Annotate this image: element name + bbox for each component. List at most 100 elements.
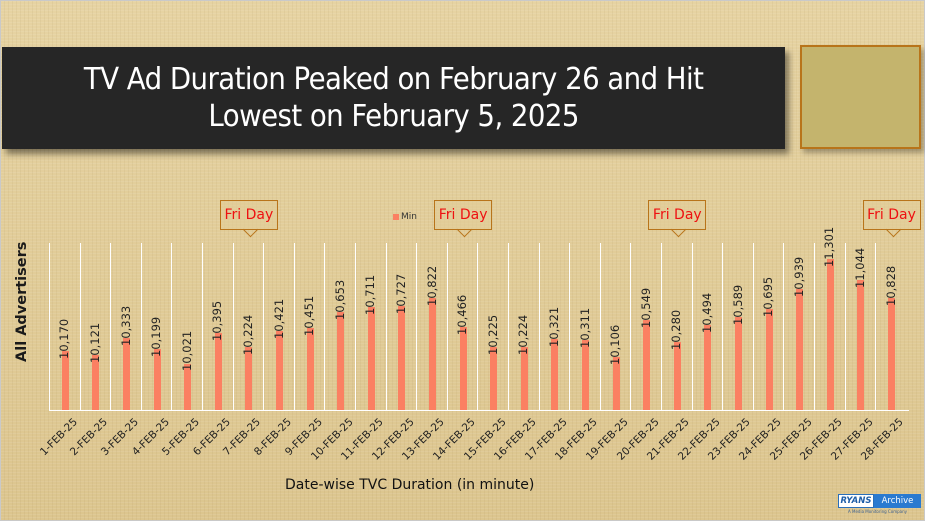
- bar: [398, 305, 406, 410]
- grid-line: [263, 243, 265, 411]
- title-line-1: TV Ad Duration Peaked on February 26 and…: [83, 62, 704, 97]
- data-label: 11,044: [852, 247, 867, 289]
- data-label: 10,727: [393, 273, 408, 314]
- legend-label: Min: [401, 212, 417, 222]
- bar: [765, 308, 773, 410]
- decorative-box: [800, 45, 921, 149]
- grid-line: [416, 243, 418, 411]
- bar: [92, 355, 100, 410]
- bar: [123, 338, 130, 410]
- bar: [153, 348, 161, 410]
- data-label: 10,311: [577, 307, 592, 348]
- plot-area: 10,170 10,121 10,333 10,199 10,021 10,395 10,2…: [49, 227, 922, 411]
- bar: [582, 339, 589, 410]
- bar: [214, 333, 222, 410]
- fri-day-callout: Fri Day: [862, 200, 921, 238]
- data-label: 10,321: [546, 306, 561, 348]
- data-label: 10,021: [179, 331, 194, 372]
- grid-line: [171, 243, 173, 411]
- data-label: 10,828: [883, 265, 898, 306]
- grid-line: [385, 243, 387, 411]
- bar: [796, 288, 804, 410]
- callout-pointer: [885, 221, 901, 238]
- data-label: 10,225: [485, 314, 500, 355]
- data-label: 10,695: [761, 276, 776, 317]
- grid-line: [844, 243, 846, 411]
- data-label: 10,395: [210, 300, 225, 342]
- grid-line: [232, 243, 234, 411]
- callout-pointer: [671, 221, 687, 238]
- bar: [826, 259, 834, 410]
- logo-tagline: A Media Monitoring Company: [848, 509, 907, 514]
- grid-line: [691, 243, 693, 411]
- bar: [643, 320, 651, 410]
- data-label: 10,421: [271, 298, 286, 339]
- grid-line: [508, 243, 509, 411]
- grid-line: [630, 243, 632, 411]
- bar: [520, 346, 528, 410]
- data-label: 10,589: [730, 284, 745, 326]
- grid-line: [293, 243, 295, 411]
- data-label: 10,106: [608, 324, 623, 365]
- grid-line: [783, 243, 785, 411]
- bar: [704, 324, 712, 410]
- bar: [612, 356, 620, 410]
- bar: [367, 307, 375, 410]
- data-label: 10,711: [363, 275, 378, 316]
- logo-brand: RYANS: [838, 494, 874, 508]
- grid-line: [477, 243, 479, 411]
- x-axis-title: Date-wise TVC Duration (in minute): [285, 477, 535, 493]
- legend-swatch: [393, 214, 399, 220]
- data-label: 10,549: [638, 288, 653, 329]
- data-label: 10,280: [669, 310, 684, 351]
- title-banner: TV Ad Duration Peaked on February 26 and…: [2, 47, 785, 149]
- y-axis-title: All Advertisers: [14, 241, 30, 362]
- bar: [490, 346, 498, 410]
- grid-line: [49, 243, 50, 411]
- data-label: 10,822: [424, 265, 439, 307]
- logo-name: Archive: [874, 494, 921, 508]
- fri-day-callout: Fri Day: [648, 200, 707, 238]
- bar: [857, 280, 865, 410]
- data-label: 10,494: [699, 292, 714, 333]
- callout-text: Fri Day: [224, 207, 274, 223]
- callout-text: Fri Day: [867, 207, 916, 223]
- bar: [551, 339, 559, 410]
- bar: [673, 342, 681, 410]
- data-label: 10,451: [302, 296, 317, 337]
- data-label: 10,170: [57, 319, 72, 360]
- data-label: 10,121: [87, 323, 102, 364]
- grid-line: [661, 243, 662, 411]
- data-label: 10,653: [332, 279, 347, 320]
- data-label: 10,224: [240, 314, 255, 355]
- grid-line: [324, 243, 326, 411]
- fri-day-callout: Fri Day: [434, 200, 493, 238]
- grid-line: [722, 243, 724, 411]
- fri-day-callout: Fri Day: [219, 200, 278, 238]
- data-label: 11,301: [822, 226, 837, 268]
- grid-line: [140, 243, 142, 411]
- bar: [459, 327, 467, 410]
- callout-pointer: [456, 221, 473, 238]
- bar: [245, 346, 253, 410]
- bar: [306, 328, 314, 410]
- bar: [61, 351, 69, 410]
- bar: [276, 330, 283, 410]
- title-text: TV Ad Duration Peaked on February 26 and…: [57, 61, 730, 135]
- grid-line: [79, 243, 81, 411]
- data-label: 10,333: [118, 305, 133, 347]
- callout-text: Fri Day: [438, 207, 488, 223]
- x-axis-line: [49, 410, 909, 411]
- data-label: 10,466: [455, 294, 470, 336]
- callout-text: Fri Day: [652, 207, 702, 223]
- grid-line: [538, 243, 540, 411]
- grid-line: [446, 243, 448, 411]
- grid-line: [355, 243, 356, 411]
- grid-line: [110, 243, 112, 411]
- grid-line: [875, 243, 877, 411]
- grid-line: [599, 243, 601, 411]
- chart-legend: Min: [393, 212, 417, 222]
- bar: [429, 298, 436, 410]
- grid-line: [202, 243, 203, 411]
- callout-pointer: [242, 221, 259, 238]
